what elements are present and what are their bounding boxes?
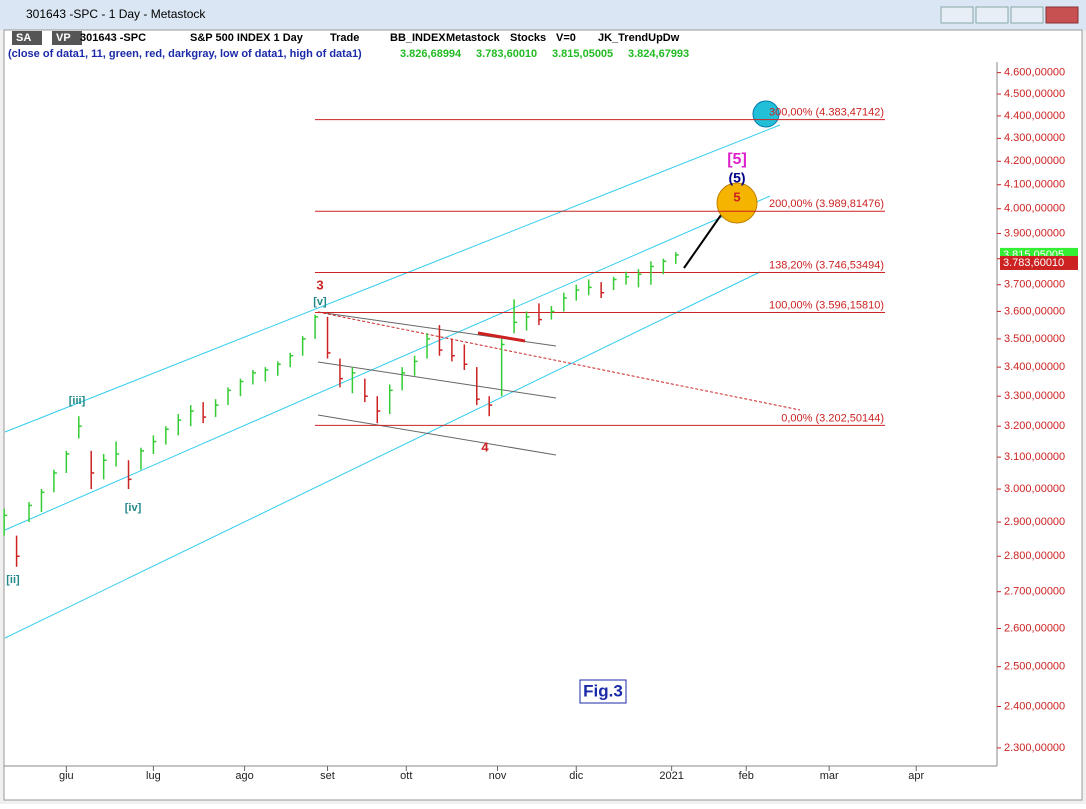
channel-line bbox=[317, 361, 557, 399]
button[interactable] bbox=[940, 6, 974, 24]
wave-label: [ii] bbox=[6, 574, 20, 586]
y-tick-label: 2.500,00000 bbox=[1004, 661, 1065, 673]
toolbar-item: BB_INDEX bbox=[390, 32, 446, 44]
y-tick-label: 2.600,00000 bbox=[1004, 622, 1065, 634]
y-tick-label: 3.700,00000 bbox=[1004, 279, 1065, 291]
toolbar-item: VP bbox=[56, 32, 71, 44]
y-tick-label: 2.900,00000 bbox=[1004, 516, 1065, 528]
y-tick-label: 4.200,00000 bbox=[1004, 155, 1065, 167]
channel-line bbox=[4, 124, 781, 433]
wave-label: 3 bbox=[316, 277, 323, 292]
toolbar-item: JK_TrendUpDw bbox=[598, 32, 680, 44]
x-tick-label: ago bbox=[235, 770, 253, 782]
wave-label: [iv] bbox=[125, 502, 142, 514]
target-circle bbox=[716, 182, 758, 224]
y-tick-label: 3.300,00000 bbox=[1004, 390, 1065, 402]
title-bar bbox=[0, 0, 1086, 30]
window-title: 301643 -SPC - 1 Day - Metastock bbox=[26, 7, 206, 21]
toolbar-item: 301643 -SPC bbox=[80, 32, 146, 44]
study-value: 3.783,60010 bbox=[476, 48, 537, 60]
wave-label: [5] bbox=[727, 151, 747, 168]
toolbar-item: Metastock bbox=[446, 32, 501, 44]
toolbar-button[interactable] bbox=[12, 31, 42, 45]
wave-label: [iii] bbox=[69, 395, 86, 407]
y-tick-label: 3.200,00000 bbox=[1004, 420, 1065, 432]
x-tick-label: mar bbox=[820, 770, 839, 782]
minimize[interactable] bbox=[975, 6, 1009, 24]
x-tick-label: dic bbox=[569, 770, 584, 782]
y-tick-label: 4.100,00000 bbox=[1004, 179, 1065, 191]
y-tick-label: 2.800,00000 bbox=[1004, 550, 1065, 562]
x-tick-label: set bbox=[320, 770, 335, 782]
y-tick-label: 4.400,00000 bbox=[1004, 110, 1065, 122]
price-marker-label: 3.815,05005 bbox=[1003, 249, 1064, 261]
y-tick-label: 4.500,00000 bbox=[1004, 88, 1065, 100]
trend-line bbox=[477, 331, 526, 343]
fib-label: 0,00% (3.202,50144) bbox=[781, 412, 884, 424]
y-tick-label: 4.000,00000 bbox=[1004, 203, 1065, 215]
toolbar-item: Stocks bbox=[510, 32, 546, 44]
y-tick-label: 3.000,00000 bbox=[1004, 483, 1065, 495]
y-tick-label: 3.900,00000 bbox=[1004, 227, 1065, 239]
figure-label: Fig.3 bbox=[583, 681, 623, 700]
channel-line bbox=[317, 414, 557, 456]
y-tick-label: 2.300,00000 bbox=[1004, 742, 1065, 754]
close[interactable] bbox=[1045, 6, 1079, 24]
toolbar-item: S&P 500 INDEX 1 Day bbox=[190, 32, 304, 44]
trend-line bbox=[317, 311, 801, 411]
study-value: 3.815,05005 bbox=[552, 48, 613, 60]
y-tick-label: 3.600,00000 bbox=[1004, 305, 1065, 317]
price-marker-label: 3.783,60010 bbox=[1003, 257, 1064, 269]
maximize[interactable] bbox=[1010, 6, 1044, 24]
toolbar-item: V=0 bbox=[556, 32, 576, 44]
y-tick-label: 3.100,00000 bbox=[1004, 451, 1065, 463]
study-value: 3.824,67993 bbox=[628, 48, 689, 60]
chart-area bbox=[3, 29, 1083, 801]
y-tick-label: 2.400,00000 bbox=[1004, 700, 1065, 712]
projection-line bbox=[683, 204, 729, 269]
fig-box bbox=[579, 679, 627, 704]
channel-line bbox=[4, 271, 761, 639]
price-marker bbox=[1000, 255, 1078, 270]
toolbar-button[interactable] bbox=[52, 31, 82, 45]
wave-label: [v] bbox=[313, 296, 327, 308]
toolbar-item: SA bbox=[16, 32, 31, 44]
x-tick-label: giu bbox=[59, 770, 74, 782]
wave-label: (5) bbox=[728, 170, 745, 186]
study-value: 3.826,68994 bbox=[400, 48, 462, 60]
target-circle bbox=[752, 100, 780, 128]
wave-label: 4 bbox=[481, 439, 489, 454]
x-tick-label: nov bbox=[489, 770, 507, 782]
x-tick-label: feb bbox=[739, 770, 754, 782]
y-tick-label: 4.300,00000 bbox=[1004, 132, 1065, 144]
fib-label: 138,20% (3.746,53494) bbox=[769, 259, 884, 271]
fib-label: 100,00% (3.596,15810) bbox=[769, 299, 884, 311]
y-tick-label: 3.500,00000 bbox=[1004, 333, 1065, 345]
wave-label: 5 bbox=[733, 189, 740, 204]
x-tick-label: 2021 bbox=[659, 770, 683, 782]
y-tick-label: 3.400,00000 bbox=[1004, 361, 1065, 373]
channel-line bbox=[4, 195, 771, 531]
toolbar-item: Trade bbox=[330, 32, 359, 44]
study-params: (close of data1, 11, green, red, darkgra… bbox=[8, 48, 362, 60]
x-tick-label: lug bbox=[146, 770, 161, 782]
y-tick-label: 4.600,00000 bbox=[1004, 67, 1065, 79]
fib-label: 200,00% (3.989,81476) bbox=[769, 198, 884, 210]
x-tick-label: apr bbox=[908, 770, 924, 782]
y-tick-label: 2.700,00000 bbox=[1004, 586, 1065, 598]
fib-label: 300,00% (4.383,47142) bbox=[769, 107, 884, 119]
x-tick-label: ott bbox=[400, 770, 412, 782]
